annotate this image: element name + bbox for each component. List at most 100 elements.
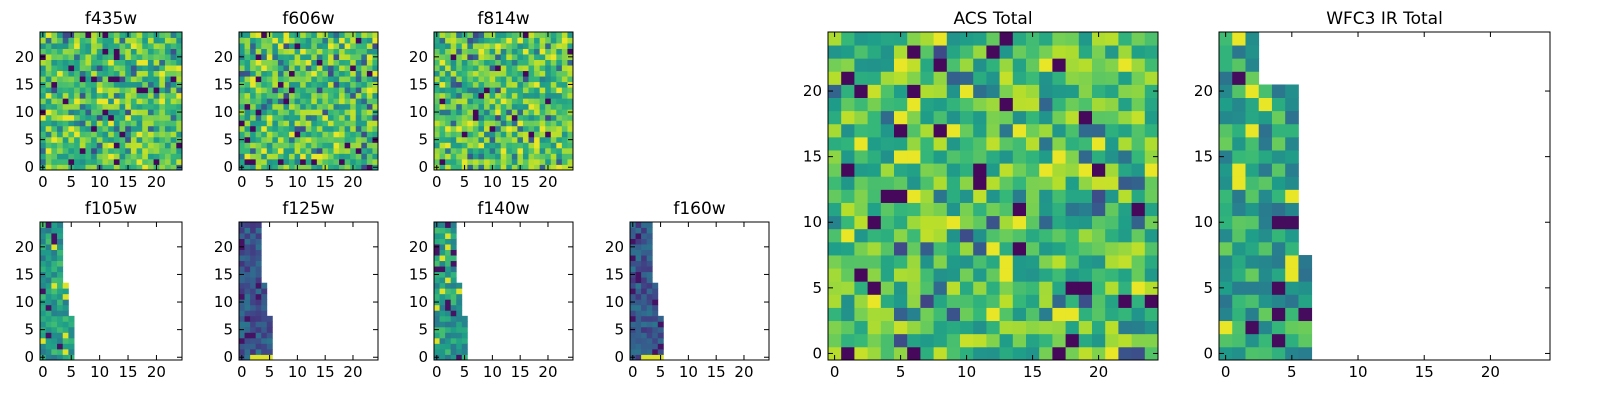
heatmap-cell [108,65,115,72]
heatmap-cell [164,103,172,110]
heatmap-cell [528,54,535,60]
heatmap-cell [372,158,379,165]
heatmap-cell [153,120,160,127]
heatmap-cell [113,81,120,88]
y-tick-label: 20 [214,48,233,66]
heatmap-cell [85,142,92,149]
panel-title: f105w [85,199,137,219]
heatmap-cell [495,147,502,154]
heatmap-cell [1078,255,1093,269]
heatmap-cell [355,59,362,66]
heatmap-cell [300,81,307,88]
heatmap-cell [136,153,143,160]
heatmap-cell [467,125,474,132]
heatmap-cell [646,348,653,355]
heatmap-cell [461,48,468,55]
heatmap-cell [461,348,468,355]
heatmap-cell [142,59,149,66]
heatmap-cell [1232,307,1246,322]
heatmap-cell [567,147,574,154]
heatmap-cell [91,153,98,160]
heatmap-cell [289,87,295,94]
heatmap-cell [159,70,166,77]
heatmap-cell [880,97,895,112]
heatmap-cell [450,98,457,105]
heatmap-cell [439,87,446,94]
heatmap-cell [316,147,323,154]
heatmap-cell [1131,150,1146,164]
heatmap-cell [1078,202,1093,217]
heatmap-cell [517,54,524,60]
heatmap-cell [450,147,457,154]
heatmap-cell [125,125,132,132]
heatmap-cell [461,315,468,322]
heatmap-cell [113,65,120,72]
heatmap-cell [51,277,58,284]
heatmap-cell [45,332,52,339]
heatmap-cell [450,164,457,171]
heatmap-cell [528,32,535,38]
heatmap-cell [467,158,474,165]
heatmap-cell [1012,136,1027,151]
heatmap-cell [484,98,490,105]
heatmap-cell [250,222,257,228]
heatmap-cell [907,255,921,269]
heatmap-cell [176,98,183,105]
y-tick-label: 20 [214,238,233,256]
heatmap-cell [51,125,58,132]
heatmap-cell [62,142,69,149]
heatmap-cell [164,158,172,165]
heatmap-cell [333,43,340,49]
heatmap-cell [62,37,69,44]
heatmap-cell [478,153,485,160]
heatmap-cell [272,70,279,77]
heatmap-cell [74,120,81,127]
heatmap-cell [244,315,251,322]
heatmap-cell [277,147,284,154]
heatmap-cell [495,65,502,72]
heatmap-cell [511,114,518,121]
heatmap-cell [511,37,518,44]
heatmap-cell [445,310,452,317]
heatmap-cell [1052,333,1066,348]
heatmap-cell [142,142,149,149]
heatmap-cell [355,32,362,38]
heatmap-cell [102,125,109,132]
heatmap-cell [652,293,659,300]
heatmap-cell [894,202,908,217]
heatmap-cell [255,43,262,49]
heatmap-cell [467,81,474,88]
heatmap-cell [467,32,474,38]
heatmap-cell [445,337,452,344]
heatmap-cell [1078,58,1093,72]
heatmap-cell [489,65,496,72]
heatmap-cell [1271,333,1286,348]
heatmap-cell [283,114,290,121]
heatmap-cell [136,87,143,94]
heatmap-cell [999,150,1014,164]
heatmap-cell [119,43,126,49]
heatmap-cell [461,332,468,339]
heatmap-cell [372,37,379,44]
heatmap-cell [51,255,58,262]
heatmap-cell [79,32,86,38]
heatmap-cell [289,158,295,165]
heatmap-cell [96,142,103,149]
heatmap-cell [1026,189,1040,203]
heatmap-cell [366,164,373,171]
heatmap-cell [170,76,177,83]
heatmap-cell [57,92,64,99]
heatmap-cell [159,87,166,94]
heatmap-cell [1118,294,1132,308]
heatmap-cell [495,48,502,55]
heatmap-cell [1285,241,1299,256]
heatmap-cell [62,343,69,350]
heatmap-cell [946,150,961,164]
heatmap-cell [506,114,513,121]
heatmap-cell [472,136,479,143]
heatmap-cell [550,125,557,132]
heatmap-cell [973,84,987,98]
heatmap-cell [550,65,557,72]
heatmap-cell [305,136,312,143]
heatmap-cell [630,293,636,300]
